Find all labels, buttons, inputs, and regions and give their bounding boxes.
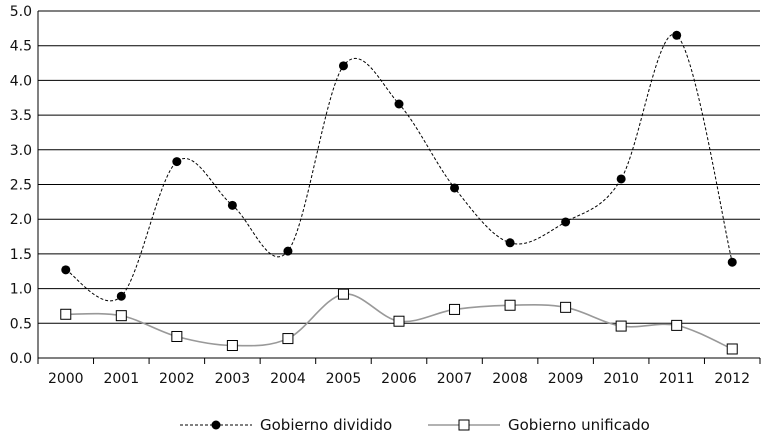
series-markers	[60, 30, 738, 355]
data-point-gobierno-unificado	[171, 330, 183, 342]
data-point-gobierno-dividido	[116, 291, 126, 301]
y-tick-label: 3.0	[10, 143, 32, 159]
data-point-gobierno-unificado	[115, 310, 127, 322]
x-tick-label: 2004	[270, 371, 306, 387]
data-point-gobierno-dividido	[283, 246, 293, 256]
data-point-gobierno-unificado	[671, 319, 683, 331]
data-point-gobierno-unificado	[226, 340, 238, 352]
x-tick-label: 2010	[603, 371, 639, 387]
data-point-gobierno-dividido	[672, 30, 682, 40]
legend-item-gobierno-dividido: Gobierno dividido	[180, 416, 392, 434]
data-point-gobierno-unificado	[449, 303, 461, 315]
x-tick-label: 2012	[714, 371, 750, 387]
x-tick-label: 2011	[659, 371, 695, 387]
x-axis-ticks: 2000 2001 2002 2003 2004 2005 2006 2007 2008 2009…	[37, 358, 761, 387]
data-point-gobierno-dividido	[561, 217, 571, 227]
x-tick-label: 2000	[48, 371, 84, 387]
legend-label-gobierno-dividido: Gobierno dividido	[260, 416, 392, 434]
y-tick-label: 2.5	[10, 178, 32, 194]
data-point-gobierno-unificado	[393, 315, 405, 327]
data-point-gobierno-unificado	[337, 288, 349, 300]
data-point-gobierno-dividido	[61, 265, 71, 275]
data-point-gobierno-dividido	[450, 183, 460, 193]
x-tick-label: 2006	[381, 371, 417, 387]
y-tick-label: 1.0	[10, 282, 32, 298]
legend-label-gobierno-unificado: Gobierno unificado	[508, 416, 650, 434]
series-line-gobierno-dividido	[65, 33, 733, 302]
y-tick-label: 3.5	[10, 108, 32, 124]
data-point-gobierno-dividido	[338, 61, 348, 71]
data-point-gobierno-unificado	[60, 308, 72, 320]
y-tick-label: 2.0	[10, 212, 32, 228]
y-tick-label: 4.0	[10, 73, 32, 89]
x-tick-label: 2003	[215, 371, 251, 387]
y-tick-label: 5.0	[10, 4, 32, 20]
legend: Gobierno dividido Gobierno unificado	[180, 416, 650, 434]
data-point-gobierno-unificado	[560, 301, 572, 313]
data-point-gobierno-dividido	[172, 157, 182, 167]
axes	[37, 11, 760, 359]
x-tick-label: 2009	[548, 371, 584, 387]
data-point-gobierno-unificado	[726, 343, 738, 355]
legend-marker-open-square	[458, 419, 470, 431]
data-point-gobierno-dividido	[227, 200, 237, 210]
data-point-gobierno-unificado	[504, 299, 516, 311]
x-tick-label: 2002	[159, 371, 195, 387]
data-point-gobierno-dividido	[616, 174, 626, 184]
series-lines	[65, 33, 733, 350]
y-tick-label: 4.5	[10, 39, 32, 55]
x-tick-label: 2008	[492, 371, 528, 387]
x-tick-label: 2007	[437, 371, 473, 387]
legend-item-gobierno-unificado: Gobierno unificado	[428, 416, 650, 434]
y-axis-ticks: 0.0 0.5 1.0 1.5 2.0 2.5 3.0 3.5 4.0 4.5 5.0	[10, 4, 32, 367]
y-tick-label: 0.0	[10, 351, 32, 367]
x-tick-label: 2001	[103, 371, 139, 387]
gridlines	[38, 10, 760, 324]
y-tick-label: 1.5	[10, 247, 32, 263]
data-point-gobierno-dividido	[505, 238, 515, 248]
y-tick-label: 0.5	[10, 316, 32, 332]
x-tick-label: 2005	[326, 371, 362, 387]
data-point-gobierno-dividido	[394, 99, 404, 109]
data-point-gobierno-dividido	[727, 257, 737, 267]
data-point-gobierno-unificado	[282, 333, 294, 345]
legend-marker-filled-circle	[211, 420, 221, 430]
data-point-gobierno-unificado	[615, 320, 627, 332]
